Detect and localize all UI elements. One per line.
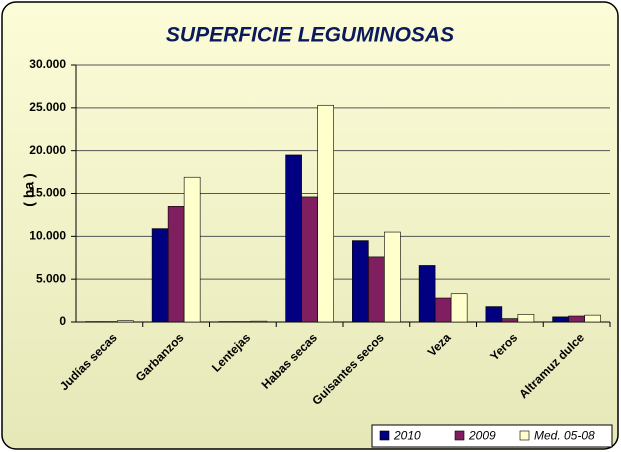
bar	[301, 196, 318, 323]
legend-swatch	[454, 430, 465, 441]
y-tick-label: 15.000	[29, 186, 66, 200]
bar	[285, 154, 302, 323]
y-axis-label: ( ha )	[21, 173, 37, 206]
bar	[183, 176, 201, 323]
legend-label: 2009	[468, 429, 496, 443]
bar	[250, 320, 268, 323]
legend-label: 2010	[393, 429, 421, 443]
bar	[517, 313, 535, 323]
bar	[450, 293, 468, 323]
bar	[568, 315, 585, 323]
legend-label: Med. 05-08	[534, 429, 595, 443]
bar	[317, 104, 334, 323]
legend-box	[371, 424, 613, 448]
bar	[552, 316, 569, 323]
y-tick-label: 30.000	[29, 57, 66, 71]
bar	[584, 314, 601, 323]
legend-swatch	[379, 430, 390, 441]
bar	[368, 256, 385, 323]
bar	[384, 231, 401, 323]
y-tick-label: 10.000	[29, 229, 66, 243]
bar	[418, 265, 436, 323]
bar	[434, 297, 452, 323]
y-tick-label: 20.000	[29, 143, 66, 157]
chart-title: SUPERFICIE LEGUMINOSAS	[166, 24, 454, 47]
bar	[167, 206, 185, 323]
bar	[352, 240, 369, 323]
bar	[485, 306, 503, 323]
y-tick-label: 25.000	[29, 100, 66, 114]
bar	[501, 318, 519, 323]
bar	[151, 228, 169, 323]
bar	[117, 320, 134, 323]
y-tick-label: 0	[59, 314, 66, 328]
legend-swatch	[519, 430, 530, 441]
y-tick-label: 5.000	[36, 271, 66, 285]
